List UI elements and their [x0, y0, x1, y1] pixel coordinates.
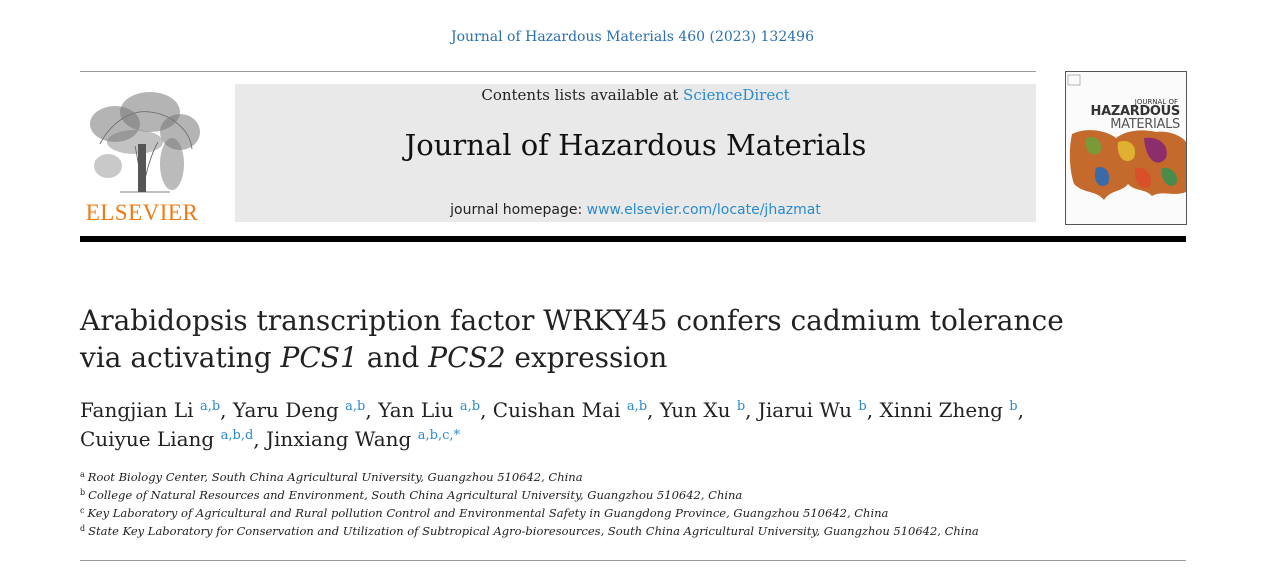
affiliation-key: d: [80, 524, 86, 533]
article-title: Arabidopsis transcription factor WRKY45 …: [80, 302, 1080, 376]
cover-hazardous: HAZARDOUS: [1090, 104, 1181, 119]
cover-world-map-art: [1067, 74, 1186, 200]
author[interactable]: Cuishan Mai a,b: [492, 398, 648, 422]
affiliations-list: a Root Biology Center, South China Agricu…: [80, 468, 1180, 540]
author-affiliation-ref[interactable]: b: [1009, 399, 1018, 414]
author-affiliation-ref[interactable]: a,b,c,*: [417, 428, 460, 443]
affiliation-item: b College of Natural Resources and Enviro…: [80, 486, 1180, 504]
contents-line: Contents lists available at ScienceDirec…: [235, 86, 1036, 104]
journal-cover-thumbnail[interactable]: JOURNAL OF HAZARDOUS MATERIALS: [1065, 71, 1187, 225]
author[interactable]: Yan Liu a,b: [378, 398, 481, 422]
homepage-link[interactable]: www.elsevier.com/locate/jhazmat: [586, 202, 821, 218]
journal-reference-link[interactable]: Journal of Hazardous Materials 460 (2023…: [451, 29, 814, 45]
author[interactable]: Jiarui Wu b: [757, 398, 867, 422]
journal-title: Journal of Hazardous Materials: [404, 128, 867, 162]
author[interactable]: Cuiyue Liang a,b,d: [80, 427, 254, 451]
contents-prefix: Contents lists available at: [481, 86, 684, 104]
author[interactable]: Jinxiang Wang a,b,c,*: [266, 427, 460, 451]
sciencedirect-link[interactable]: ScienceDirect: [683, 86, 790, 104]
affiliation-text: State Key Laboratory for Conservation an…: [88, 524, 979, 538]
affiliation-key: c: [80, 506, 85, 515]
author-affiliation-ref[interactable]: b: [736, 399, 746, 414]
journal-masthead: Contents lists available at ScienceDirec…: [235, 84, 1036, 222]
homepage-prefix: journal homepage:: [450, 202, 587, 218]
author-affiliation-ref[interactable]: a,b: [459, 399, 481, 414]
author-affiliation-ref[interactable]: b: [858, 399, 867, 414]
elsevier-tree-logo: [80, 84, 204, 196]
affiliation-item: c Key Laboratory of Agricultural and Rura…: [80, 504, 1180, 522]
affiliation-item: a Root Biology Center, South China Agricu…: [80, 468, 1180, 486]
title-text-part2: expression: [505, 341, 668, 374]
author[interactable]: Yun Xu b: [659, 398, 746, 422]
title-text-part1: Arabidopsis transcription factor WRKY45 …: [80, 304, 1064, 374]
affiliation-item: d State Key Laboratory for Conservation a…: [80, 522, 1180, 540]
author[interactable]: Yaru Deng a,b: [232, 398, 366, 422]
cover-materials: MATERIALS: [1110, 117, 1180, 132]
affiliation-text: Root Biology Center, South China Agricul…: [87, 470, 583, 484]
author-list: Fangjian Li a,b, Yaru Deng a,b, Yan Liu …: [80, 398, 1024, 451]
affiliation-text: College of Natural Resources and Environ…: [88, 488, 743, 502]
cover-journal-of: JOURNAL OF: [1134, 98, 1178, 106]
author-affiliation-ref[interactable]: a,b: [626, 399, 648, 414]
title-gene-pcs1: PCS1: [280, 341, 358, 374]
author-affiliation-ref[interactable]: a,b: [199, 399, 221, 414]
header-thick-divider: [80, 236, 1186, 242]
bottom-divider: [80, 560, 1186, 561]
author-affiliation-ref[interactable]: a,b,d: [220, 428, 254, 443]
affiliation-key: b: [80, 488, 86, 497]
affiliation-key: a: [80, 470, 85, 479]
author[interactable]: Fangjian Li a,b: [80, 398, 221, 422]
author-affiliation-ref[interactable]: a,b: [345, 399, 366, 414]
elsevier-wordmark: ELSEVIER: [85, 200, 199, 225]
title-text-and: and: [357, 341, 429, 374]
top-divider: [80, 71, 1036, 72]
author[interactable]: Xinni Zheng b: [879, 398, 1018, 422]
homepage-line: journal homepage: www.elsevier.com/locat…: [235, 202, 1036, 218]
affiliation-text: Key Laboratory of Agricultural and Rural…: [87, 506, 889, 520]
title-gene-pcs2: PCS2: [428, 341, 506, 374]
